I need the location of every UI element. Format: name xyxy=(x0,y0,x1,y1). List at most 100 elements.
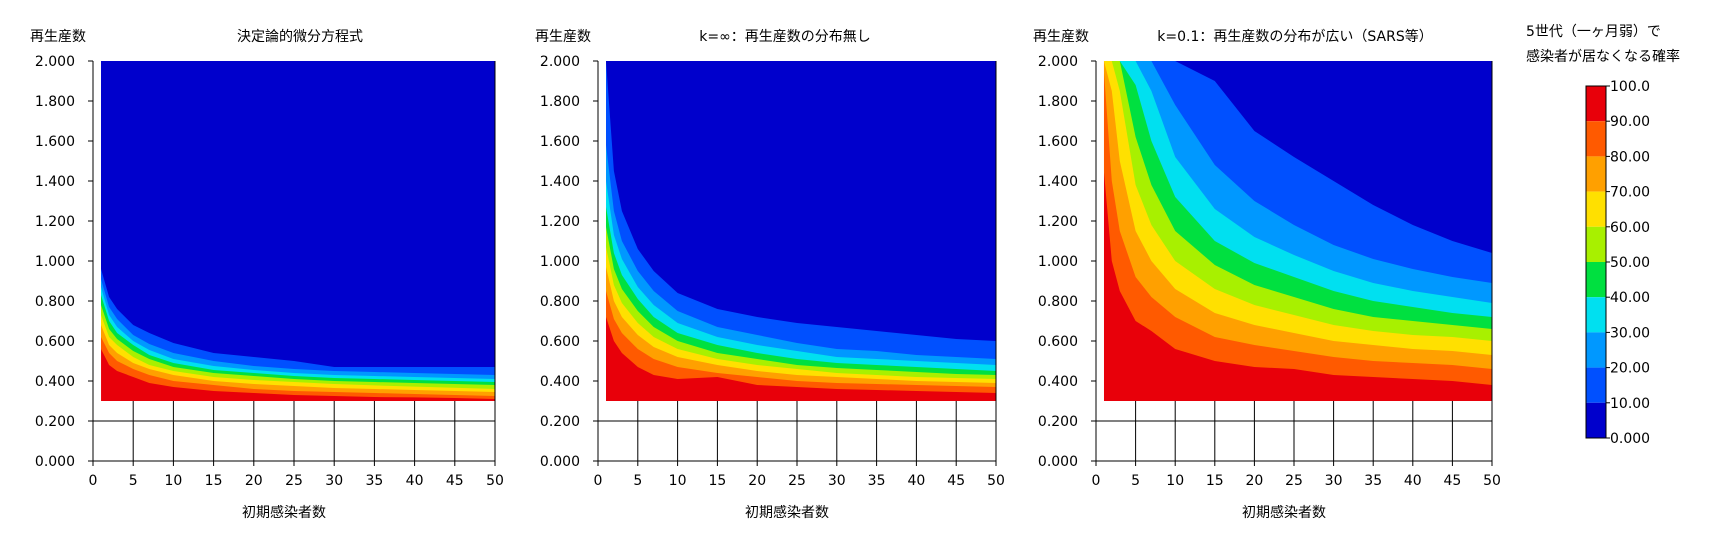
grid xyxy=(92,401,496,462)
colorbar-label: 0.000 xyxy=(1610,431,1650,447)
y-tick-label: 0.200 xyxy=(1038,414,1078,430)
colorbar-label: 100.0 xyxy=(1610,79,1650,95)
y-axis-label: 再生産数 xyxy=(535,29,591,45)
y-tick-label: 1.000 xyxy=(35,254,75,270)
chart-title: 決定論的微分方程式 xyxy=(237,29,363,45)
x-tick-label: 50 xyxy=(987,473,1005,489)
y-tick-label: 1.000 xyxy=(540,254,580,270)
chart-panel-3: 0.000 0.200 0.400 0.600 0.800 1.000 1.200 1.400… xyxy=(1033,28,1501,521)
x-tick-label: 20 xyxy=(1245,473,1263,489)
x-tick-label: 5 xyxy=(129,473,138,489)
y-tick-label: 0.400 xyxy=(540,374,580,390)
x-tick-label: 15 xyxy=(708,473,726,489)
x-tick-label: 40 xyxy=(406,473,424,489)
colorbar-swatch xyxy=(1586,402,1606,438)
x-tick-label: 35 xyxy=(1364,473,1382,489)
colorbar-label: 30.00 xyxy=(1610,325,1650,341)
y-tick-label: 0.800 xyxy=(540,294,580,310)
colorbar-swatch xyxy=(1586,86,1606,122)
x-tick-label: 30 xyxy=(325,473,343,489)
x-tick-label: 10 xyxy=(164,473,182,489)
grid xyxy=(597,401,997,462)
y-tick-label: 2.000 xyxy=(35,54,75,70)
x-tick-label: 40 xyxy=(1404,473,1422,489)
axes: 0.000 0.200 0.400 0.600 0.800 1.000 1.200 1.400… xyxy=(1038,54,1501,489)
chart-panel-2: 0.000 0.200 0.400 0.600 0.800 1.000 1.200 1.400… xyxy=(535,29,1005,521)
colorbar-swatch xyxy=(1586,367,1606,403)
y-tick-label: 1.800 xyxy=(35,94,75,110)
contour-fill xyxy=(605,61,997,401)
y-axis-label: 再生産数 xyxy=(1033,29,1089,45)
x-tick-label: 0 xyxy=(594,473,603,489)
x-tick-label: 15 xyxy=(1206,473,1224,489)
chart-panel-1: 0.000 0.200 0.400 0.600 0.800 1.000 1.200 1.400… xyxy=(30,29,504,521)
x-tick-label: 35 xyxy=(868,473,886,489)
x-tick-label: 35 xyxy=(365,473,383,489)
y-tick-label: 1.400 xyxy=(35,174,75,190)
axes: 0.000 0.200 0.400 0.600 0.800 1.000 1.200 1.400… xyxy=(540,54,1005,489)
colorbar-label: 90.00 xyxy=(1610,114,1650,130)
x-tick-label: 50 xyxy=(486,473,504,489)
y-tick-label: 2.000 xyxy=(1038,54,1078,70)
colorbar: 100.0 90.00 80.00 70.00 60.00 50.00 40.00 30.00… xyxy=(1526,24,1680,447)
x-tick-label: 45 xyxy=(446,473,464,489)
x-tick-label: 50 xyxy=(1483,473,1501,489)
colorbar-label: 20.00 xyxy=(1610,361,1650,377)
colorbar-swatch xyxy=(1586,332,1606,368)
y-tick-label: 0.400 xyxy=(35,374,75,390)
grid xyxy=(1095,401,1493,462)
x-axis-label: 初期感染者数 xyxy=(242,504,326,521)
chart-title: k=0.1：再生産数の分布が広い（SARS等） xyxy=(1157,28,1432,45)
x-tick-label: 45 xyxy=(1443,473,1461,489)
colorbar-label: 80.00 xyxy=(1610,149,1650,165)
colorbar-label: 50.00 xyxy=(1610,255,1650,271)
x-tick-label: 5 xyxy=(1131,473,1140,489)
y-tick-label: 0.000 xyxy=(1038,454,1078,470)
y-tick-label: 0.200 xyxy=(540,414,580,430)
contour-fill xyxy=(101,61,495,401)
x-tick-label: 45 xyxy=(947,473,965,489)
x-axis-label: 初期感染者数 xyxy=(745,504,829,521)
colorbar-label: 60.00 xyxy=(1610,220,1650,236)
x-tick-label: 30 xyxy=(828,473,846,489)
y-tick-label: 1.600 xyxy=(35,134,75,150)
y-tick-label: 2.000 xyxy=(540,54,580,70)
axes: 0.000 0.200 0.400 0.600 0.800 1.000 1.200 1.400… xyxy=(35,54,504,489)
y-tick-label: 1.800 xyxy=(540,94,580,110)
y-tick-label: 0.800 xyxy=(35,294,75,310)
contour-band-0-10 xyxy=(101,61,495,367)
x-tick-label: 5 xyxy=(633,473,642,489)
colorbar-swatch xyxy=(1586,226,1606,262)
y-tick-label: 1.600 xyxy=(1038,134,1078,150)
y-tick-label: 0.400 xyxy=(1038,374,1078,390)
y-tick-label: 1.000 xyxy=(1038,254,1078,270)
contour-fill xyxy=(1103,61,1493,401)
y-tick-label: 0.600 xyxy=(540,334,580,350)
chart-title: k=∞：再生産数の分布無し xyxy=(699,29,871,45)
y-tick-label: 1.200 xyxy=(540,214,580,230)
y-tick-label: 0.000 xyxy=(540,454,580,470)
y-tick-label: 1.800 xyxy=(1038,94,1078,110)
colorbar-title: 感染者が居なくなる確率 xyxy=(1526,48,1680,65)
y-tick-label: 0.600 xyxy=(1038,334,1078,350)
y-tick-label: 1.200 xyxy=(1038,214,1078,230)
x-tick-label: 0 xyxy=(89,473,98,489)
x-axis-label: 初期感染者数 xyxy=(1242,504,1326,521)
x-tick-label: 25 xyxy=(1285,473,1303,489)
x-tick-label: 40 xyxy=(907,473,925,489)
y-axis-label: 再生産数 xyxy=(30,29,86,45)
colorbar-swatch xyxy=(1586,191,1606,227)
colorbar-label: 10.00 xyxy=(1610,396,1650,412)
x-tick-label: 15 xyxy=(205,473,223,489)
colorbar-swatch xyxy=(1586,297,1606,333)
y-tick-label: 0.600 xyxy=(35,334,75,350)
x-tick-label: 10 xyxy=(669,473,687,489)
y-tick-label: 1.600 xyxy=(540,134,580,150)
colorbar-swatch xyxy=(1586,156,1606,192)
x-tick-label: 30 xyxy=(1325,473,1343,489)
colorbar-title: 5世代（一ヶ月弱）で xyxy=(1526,24,1661,40)
colorbar-label: 70.00 xyxy=(1610,185,1650,201)
y-tick-label: 1.400 xyxy=(540,174,580,190)
colorbar-swatch xyxy=(1586,121,1606,157)
